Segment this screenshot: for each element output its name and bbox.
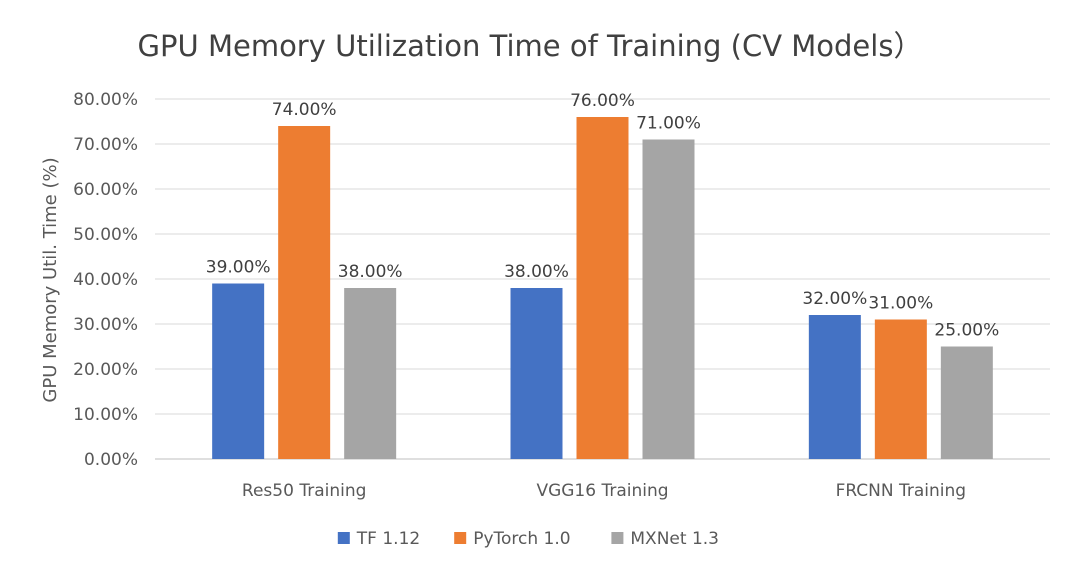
bar-pytorch-1-0-1[interactable] bbox=[278, 126, 331, 459]
bar-mxnet-1-3-3[interactable] bbox=[940, 346, 993, 460]
data-label: 71.00% bbox=[636, 114, 701, 134]
bar-mxnet-1-3-1[interactable] bbox=[344, 288, 397, 459]
y-tick-label: 80.00% bbox=[73, 90, 138, 110]
x-tick-label: FRCNN Training bbox=[836, 481, 967, 501]
data-label: 32.00% bbox=[802, 289, 867, 309]
bar-tf-1-12-1[interactable] bbox=[212, 283, 265, 460]
legend-swatch bbox=[337, 532, 350, 544]
data-label: 74.00% bbox=[272, 100, 337, 120]
y-tick-label: 40.00% bbox=[73, 270, 138, 290]
chart-title: GPU Memory Utilization Time of Training … bbox=[138, 29, 923, 63]
x-tick-label: VGG16 Training bbox=[536, 481, 668, 501]
data-label: 76.00% bbox=[570, 91, 635, 111]
legend-label: TF 1.12 bbox=[356, 529, 420, 549]
y-tick-label: 0.00% bbox=[84, 450, 138, 470]
y-tick-label: 10.00% bbox=[73, 405, 138, 425]
y-tick-label: 60.00% bbox=[73, 180, 138, 200]
legend-label: MXNet 1.3 bbox=[630, 529, 719, 549]
legend-swatch bbox=[454, 532, 467, 544]
bar-tf-1-12-2[interactable] bbox=[510, 288, 563, 459]
y-tick-label: 30.00% bbox=[73, 315, 138, 335]
legend-item-tf-1-12[interactable]: TF 1.12 bbox=[337, 529, 420, 549]
data-label: 31.00% bbox=[868, 294, 933, 314]
data-labels: 39.00% 74.00% 38.00% 38.00% 76.00%71.00% 32.0… bbox=[206, 91, 999, 341]
bar-tf-1-12-3[interactable] bbox=[808, 315, 861, 459]
bar-pytorch-1-0-3[interactable] bbox=[874, 319, 927, 460]
x-tick-labels: Res50 Training VGG16 Training FRCNN Traini… bbox=[242, 481, 966, 501]
y-tick-label: 50.00% bbox=[73, 225, 138, 245]
y-tick-label: 20.00% bbox=[73, 360, 138, 380]
bars bbox=[212, 117, 993, 459]
legend[interactable]: TF 1.12 PyTorch 1.0 MXNet 1.3 bbox=[337, 529, 719, 549]
bar-pytorch-1-0-2[interactable] bbox=[576, 117, 629, 459]
legend-swatch bbox=[611, 532, 624, 544]
legend-item-mxnet-1-3[interactable]: MXNet 1.3 bbox=[611, 529, 719, 549]
y-tick-labels: 0.00% 10.00% 20.00% 30.00% 40.00% 50.00% 60.00… bbox=[73, 90, 138, 470]
y-tick-label: 70.00% bbox=[73, 135, 138, 155]
legend-label: PyTorch 1.0 bbox=[473, 529, 570, 549]
data-label: 25.00% bbox=[934, 321, 999, 341]
y-axis-label: GPU Memory Util. Time (%) bbox=[40, 157, 61, 402]
data-label: 39.00% bbox=[206, 258, 271, 278]
bar-mxnet-1-3-2[interactable] bbox=[642, 139, 695, 460]
data-label: 38.00% bbox=[338, 262, 403, 282]
x-tick-label: Res50 Training bbox=[242, 481, 366, 501]
data-label: 38.00% bbox=[504, 262, 569, 282]
legend-item-pytorch-1-0[interactable]: PyTorch 1.0 bbox=[454, 529, 571, 549]
